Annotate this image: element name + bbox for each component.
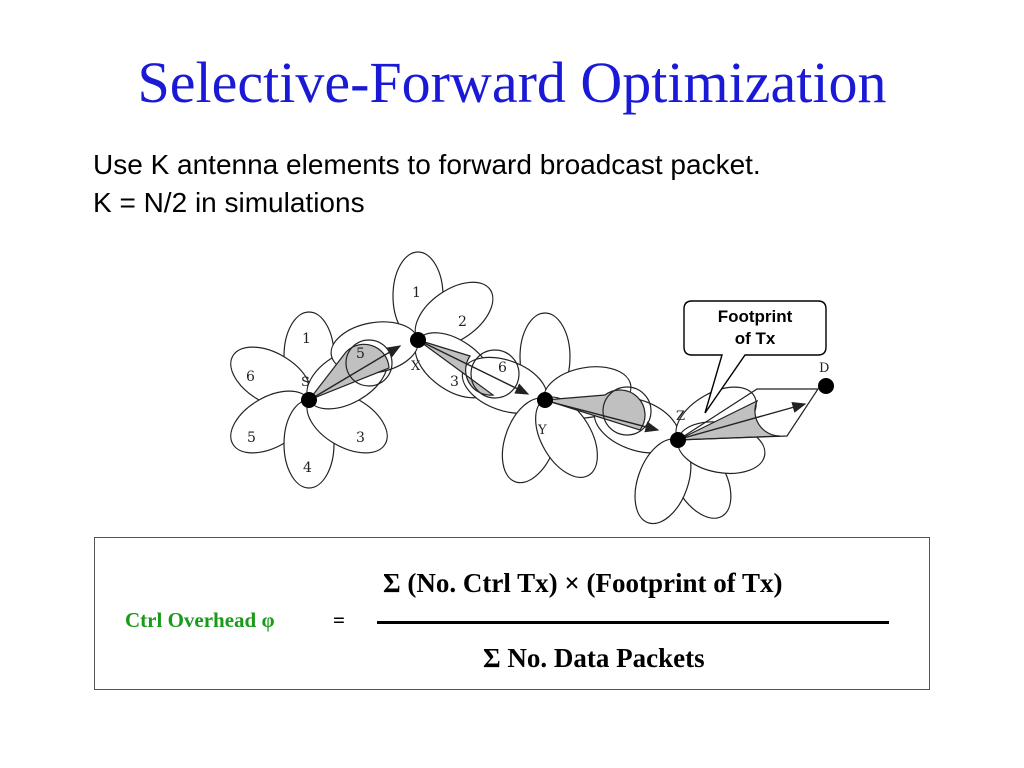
- node-s: [301, 392, 317, 408]
- callout-bubble: [683, 300, 827, 414]
- petal-label-x-3: 3: [450, 374, 459, 390]
- arrow-x-y: [419, 340, 530, 395]
- formula-lhs: Ctrl Overhead φ: [125, 608, 275, 632]
- petal-label-x-1: 1: [412, 285, 421, 301]
- node-label-x: X: [411, 359, 421, 374]
- petal-label-s-4: 4: [303, 460, 312, 476]
- node-label-y: Y: [537, 423, 547, 438]
- node-d: [818, 378, 834, 394]
- bullet-line-2: K = N/2 in simulations: [93, 187, 365, 218]
- node-label-d: D: [819, 361, 829, 376]
- node-label-z: Z: [676, 409, 685, 424]
- slide-title: Selective-Forward Optimization: [137, 50, 887, 115]
- formula-equals: =: [333, 608, 345, 632]
- petal-label-s-1: 1: [302, 331, 311, 347]
- arrow-y-z: [546, 400, 660, 433]
- callout-line-2: of Tx: [735, 329, 776, 348]
- node-y: [537, 392, 553, 408]
- formula-numerator: Σ (No. Ctrl Tx) × (Footprint of Tx): [383, 568, 783, 598]
- callout-line-1: Footprint: [718, 307, 793, 326]
- node-z: [670, 432, 686, 448]
- beam-disc-sx: [345, 339, 393, 387]
- petal-label-s-3: 3: [356, 430, 365, 446]
- node-s-petals: [230, 311, 388, 489]
- shaded-beam-xy: [417, 339, 495, 396]
- fraction-line: [377, 621, 889, 624]
- petal-label-s-6: 6: [246, 369, 255, 385]
- path-label-6: 6: [498, 360, 507, 376]
- petal-label-s-5: 5: [247, 430, 256, 446]
- shaded-beam-sx: [307, 343, 390, 402]
- footprint-callout: Footprint of Tx: [683, 300, 827, 414]
- petal-label-x-2: 2: [458, 314, 467, 330]
- node-label-s: S: [301, 375, 310, 390]
- arrow-z-d: [679, 402, 807, 440]
- petal-label-x-5: 5: [356, 346, 365, 362]
- beam-outline-zd: [675, 388, 820, 441]
- body-text: Use K antenna elements to forward broadc…: [93, 146, 761, 222]
- bullet-line-1: Use K antenna elements to forward broadc…: [93, 149, 761, 180]
- formula-denominator: Σ No. Data Packets: [483, 643, 705, 673]
- nodes: [301, 332, 834, 448]
- beam-disc-xy: [470, 349, 520, 399]
- formula-box: Ctrl Overhead φ = Σ (No. Ctrl Tx) × (Foo…: [94, 537, 930, 690]
- beam-disc-yz: [602, 386, 652, 436]
- shaded-beams: [307, 339, 820, 441]
- antenna-diagram: S X Y Z D 1 6 5 4 3 1 2 5 3 6 Footprint …: [230, 251, 834, 525]
- node-x: [410, 332, 426, 348]
- arrow-s-x: [310, 345, 402, 400]
- forward-arrows: [310, 340, 807, 440]
